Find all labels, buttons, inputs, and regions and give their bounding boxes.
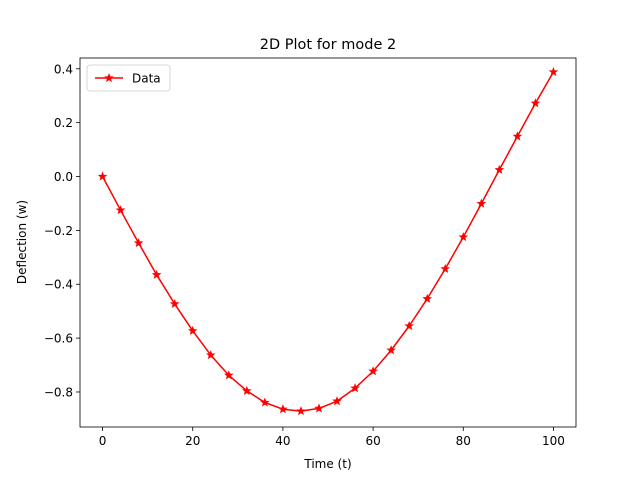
data-point bbox=[422, 293, 432, 303]
x-tick-label: 60 bbox=[365, 434, 380, 448]
data-point bbox=[187, 325, 198, 335]
legend-star-marker bbox=[104, 72, 114, 83]
data-point bbox=[458, 232, 469, 242]
data-point bbox=[260, 397, 270, 407]
y-tick-label: −0.2 bbox=[44, 224, 73, 238]
data-point bbox=[278, 404, 288, 414]
y-tick-label: −0.8 bbox=[44, 385, 73, 399]
y-tick-label: 0.4 bbox=[54, 62, 73, 76]
data-point bbox=[332, 396, 342, 406]
data-point bbox=[151, 269, 162, 279]
series-line-data bbox=[101, 71, 555, 412]
data-point bbox=[404, 320, 414, 331]
x-tick-label: 0 bbox=[99, 434, 107, 448]
axes-frame bbox=[79, 57, 577, 428]
data-point bbox=[476, 198, 487, 208]
x-tick-label: 80 bbox=[456, 434, 471, 448]
data-point bbox=[548, 66, 559, 77]
legend-box bbox=[86, 64, 171, 92]
data-point bbox=[368, 366, 378, 376]
data-point bbox=[242, 385, 252, 395]
data-point bbox=[494, 164, 505, 174]
data-point bbox=[512, 131, 523, 141]
data-point bbox=[205, 350, 216, 360]
data-point bbox=[314, 403, 324, 413]
x-tick-label: 20 bbox=[185, 434, 200, 448]
data-point bbox=[386, 345, 396, 355]
y-tick-label: −0.4 bbox=[44, 278, 73, 292]
y-tick-label: −0.6 bbox=[44, 332, 73, 346]
data-point bbox=[530, 98, 541, 108]
x-tick-label: 40 bbox=[275, 434, 290, 448]
data-point bbox=[169, 298, 180, 308]
plot-area: 0 20 40 60 80 100 −0.8 −0.6 −0.4 −0.2 0.0 0.2 0.4 Dat… bbox=[44, 57, 577, 448]
data-point bbox=[97, 171, 108, 181]
y-tick-label: 0.2 bbox=[54, 116, 73, 130]
data-point bbox=[133, 238, 144, 248]
x-axis-label: Time (t) bbox=[303, 457, 351, 471]
y-axis-label: Deflection (w) bbox=[15, 200, 29, 284]
data-point bbox=[296, 406, 306, 416]
data-point bbox=[350, 383, 360, 393]
data-point bbox=[115, 205, 126, 215]
data-point bbox=[224, 370, 234, 380]
x-tick-label: 100 bbox=[542, 434, 565, 448]
legend-label-data: Data bbox=[132, 72, 161, 86]
chart-title: 2D Plot for mode 2 bbox=[260, 37, 396, 53]
data-point bbox=[440, 263, 451, 273]
y-tick-label: 0.0 bbox=[54, 170, 73, 184]
